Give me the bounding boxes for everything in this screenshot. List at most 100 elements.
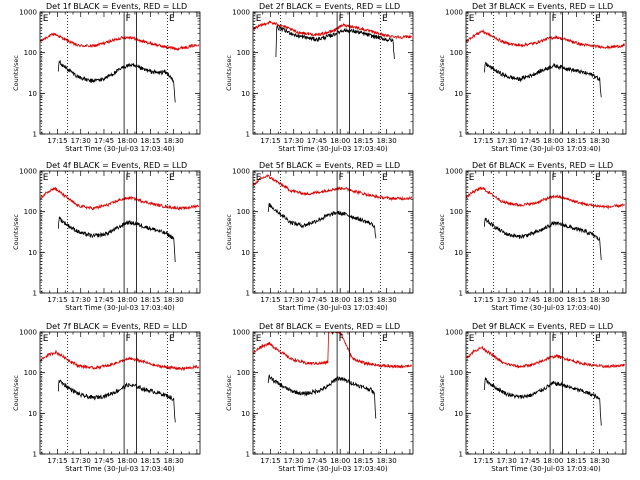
x-tick-label: 18:15 <box>353 296 373 304</box>
y-axis-label: Counts/sec <box>438 214 446 250</box>
plot-frame <box>39 170 201 294</box>
time-marker-label: E <box>469 173 475 183</box>
time-marker-label: E <box>469 334 475 344</box>
plot-frame <box>465 11 627 135</box>
x-tick-label: 17:30 <box>284 457 304 465</box>
y-tick-label: 1000 <box>445 168 463 176</box>
y-tick-label: 100 <box>450 49 463 57</box>
detector-panel: Det 7f BLACK = Events, RED = LLD E F E 1 10 10… <box>12 322 201 473</box>
series-events <box>57 60 176 103</box>
x-tick-label: 18:30 <box>590 137 610 145</box>
x-tick-label: 17:45 <box>520 296 540 304</box>
x-axis-label: Start Time (30-Jul-03 17:03:40) <box>491 465 601 473</box>
panel-title: Det 4f BLACK = Events, RED = LLD <box>46 161 187 170</box>
time-marker-label: E <box>595 334 601 344</box>
time-marker-label: E <box>169 173 175 183</box>
series-lld <box>253 173 412 202</box>
y-tick-label: 10 <box>454 410 463 418</box>
time-marker-label: E <box>595 173 601 183</box>
detector-panel: Det 1f BLACK = Events, RED = LLD E F E 1 10 10… <box>12 2 201 153</box>
time-marker-label: E <box>382 173 388 183</box>
time-marker-label: E <box>469 14 475 24</box>
x-tick-label: 18:00 <box>117 457 137 465</box>
detector-panel: Det 5f BLACK = Events, RED = LLD E F E 1 10 10… <box>225 161 414 312</box>
time-marker-label: E <box>256 173 262 183</box>
x-tick-label: 18:30 <box>377 457 397 465</box>
x-axis-label: Start Time (30-Jul-03 17:03:40) <box>278 145 388 153</box>
y-tick-label: 1 <box>33 451 37 459</box>
time-marker-label: E <box>595 14 601 24</box>
time-marker-label: E <box>43 334 49 344</box>
series-lld <box>253 332 412 369</box>
x-axis-label: Start Time (30-Jul-03 17:03:40) <box>491 145 601 153</box>
series-lld <box>253 20 412 40</box>
x-axis-label: Start Time (30-Jul-03 17:03:40) <box>65 304 175 312</box>
x-tick-label: 18:30 <box>377 137 397 145</box>
y-tick-label: 1 <box>459 131 463 139</box>
x-tick-label: 17:30 <box>497 137 517 145</box>
y-tick-label: 10 <box>241 410 250 418</box>
x-tick-label: 18:00 <box>117 296 137 304</box>
plot-frame <box>252 170 414 294</box>
y-axis-label: Counts/sec <box>225 55 233 91</box>
series-lld <box>466 346 625 369</box>
x-tick-label: 18:30 <box>590 296 610 304</box>
y-tick-label: 10 <box>28 410 37 418</box>
time-marker-label: F <box>126 173 131 183</box>
detector-panel: Det 2f BLACK = Events, RED = LLD E F E 1 10 10… <box>225 2 414 153</box>
y-tick-label: 1 <box>33 131 37 139</box>
x-axis-label: Start Time (30-Jul-03 17:03:40) <box>278 465 388 473</box>
x-tick-label: 17:15 <box>473 296 493 304</box>
y-axis-label: Counts/sec <box>225 375 233 411</box>
series-lld <box>466 186 625 210</box>
y-tick-label: 1 <box>459 290 463 298</box>
x-tick-label: 18:00 <box>117 137 137 145</box>
y-tick-label: 1000 <box>445 9 463 17</box>
series-lld <box>40 32 199 52</box>
y-tick-label: 1000 <box>232 329 250 337</box>
time-marker-label: F <box>552 334 557 344</box>
time-marker-label: F <box>126 334 131 344</box>
y-tick-label: 1000 <box>232 168 250 176</box>
y-tick-label: 1 <box>246 131 250 139</box>
time-marker-label: E <box>256 334 262 344</box>
x-tick-label: 17:45 <box>307 137 327 145</box>
x-tick-label: 17:45 <box>94 137 114 145</box>
series-events <box>57 216 176 263</box>
x-tick-label: 18:30 <box>164 457 184 465</box>
plot-frame <box>39 331 201 455</box>
x-tick-label: 17:30 <box>71 457 91 465</box>
x-tick-label: 17:30 <box>497 296 517 304</box>
panel-title: Det 6f BLACK = Events, RED = LLD <box>472 161 613 170</box>
plot-frame <box>465 331 627 455</box>
y-tick-label: 100 <box>24 49 37 57</box>
x-tick-label: 18:15 <box>140 457 160 465</box>
y-axis-label: Counts/sec <box>438 375 446 411</box>
x-tick-label: 18:30 <box>164 296 184 304</box>
y-axis-label: Counts/sec <box>12 55 20 91</box>
time-marker-label: E <box>382 334 388 344</box>
x-tick-label: 17:45 <box>307 457 327 465</box>
plot-frame <box>39 11 201 135</box>
y-tick-label: 1000 <box>19 168 37 176</box>
x-tick-label: 18:15 <box>566 296 586 304</box>
detector-panel: Det 8f BLACK = Events, RED = LLD E F E 1 10 10… <box>225 322 414 473</box>
x-tick-label: 18:15 <box>353 137 373 145</box>
x-tick-label: 18:00 <box>543 137 563 145</box>
x-tick-label: 18:00 <box>543 296 563 304</box>
time-marker-label: F <box>339 173 344 183</box>
x-tick-label: 17:30 <box>284 296 304 304</box>
time-marker-label: F <box>339 14 344 24</box>
x-tick-label: 18:15 <box>353 457 373 465</box>
time-marker-label: F <box>552 14 557 24</box>
x-tick-label: 18:00 <box>330 296 350 304</box>
detector-panel: Det 4f BLACK = Events, RED = LLD E F E 1 10 10… <box>12 161 201 312</box>
y-tick-label: 1 <box>459 451 463 459</box>
x-axis-label: Start Time (30-Jul-03 17:03:40) <box>65 465 175 473</box>
y-tick-label: 100 <box>450 208 463 216</box>
y-axis-label: Counts/sec <box>12 214 20 250</box>
time-marker-label: E <box>169 14 175 24</box>
x-tick-label: 17:45 <box>94 457 114 465</box>
y-tick-label: 100 <box>24 208 37 216</box>
